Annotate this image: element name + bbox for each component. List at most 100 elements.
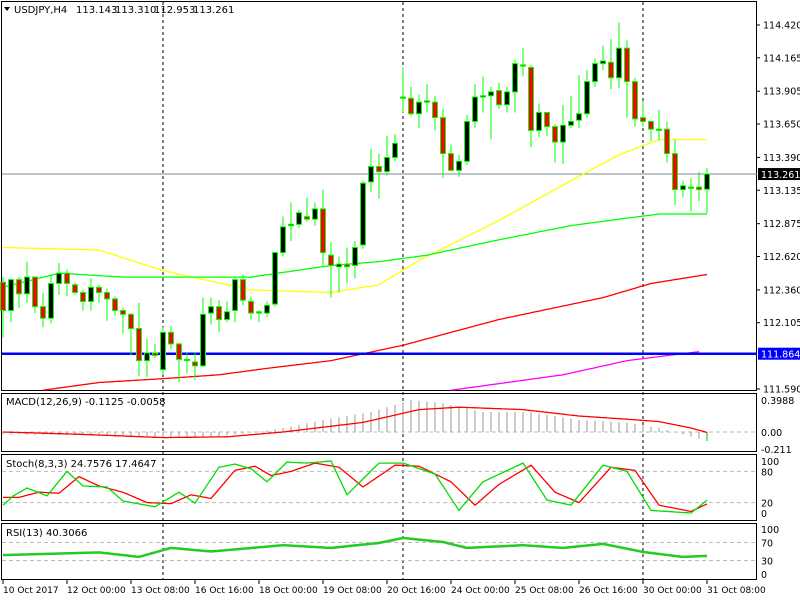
time-tick-label: 13 Oct 08:00 [131, 586, 190, 596]
stoch-tick-label: 0 [761, 509, 767, 520]
candle-body [384, 156, 390, 173]
candle-body [320, 208, 326, 254]
rsi-panel[interactable] [1, 523, 757, 580]
candle [272, 251, 278, 307]
candle-body [144, 352, 150, 362]
candle [296, 210, 302, 229]
candle [680, 180, 686, 198]
ma-magenta-line [450, 350, 700, 391]
time-tick-label: 18 Oct 00:00 [259, 586, 318, 596]
candle-body [296, 212, 302, 225]
ma-red-line [42, 273, 708, 391]
current-price-label: 113.261 [761, 170, 800, 181]
candle [112, 296, 118, 316]
macd-tick-label: -0.211 [761, 445, 792, 456]
candle-body [64, 272, 70, 284]
candle-body [456, 160, 462, 171]
candle [144, 338, 150, 378]
stoch-tick-label: 80 [761, 467, 773, 478]
macd-tick-label: 0.3988 [761, 396, 794, 407]
candle [176, 342, 182, 383]
candle [328, 242, 334, 298]
candle [40, 292, 46, 328]
current-price-label-bg [758, 168, 800, 181]
candle-body [408, 97, 414, 115]
candle-body [112, 298, 118, 311]
candle [600, 45, 606, 71]
candle [376, 153, 382, 199]
candle [264, 301, 270, 317]
macd-label: MACD(12,26,9) -0.1125 -0.0058 [6, 397, 166, 408]
candle-body [104, 291, 110, 300]
candle-body [672, 153, 678, 191]
candle-body [168, 331, 174, 345]
candle [360, 180, 366, 249]
candle [496, 82, 502, 109]
candle [216, 300, 222, 333]
candle-body [480, 95, 486, 98]
candle [128, 313, 134, 356]
candle-body [240, 279, 246, 301]
candle [584, 70, 590, 118]
candle [248, 296, 254, 320]
price-tick-label: 113.650 [763, 120, 800, 131]
candle-body [496, 90, 502, 106]
candle-body [536, 111, 542, 131]
candle [256, 310, 262, 323]
candle [304, 197, 310, 222]
candle [392, 134, 398, 162]
candle-body [472, 96, 478, 122]
candle [536, 103, 542, 137]
candle-body [600, 60, 606, 65]
candle [624, 40, 630, 118]
rsi-line [2, 536, 708, 559]
stoch-label: Stoch(8,3,3) 24.7576 17.4647 [6, 459, 157, 470]
candle [704, 167, 710, 214]
candle [320, 189, 326, 267]
candle [232, 277, 238, 323]
stoch-main-line [2, 460, 708, 514]
ma-yellow-line [3, 138, 707, 294]
price-tick-label: 112.875 [763, 219, 800, 230]
candle-body [400, 96, 406, 99]
macd-signal-line [2, 406, 708, 439]
candle-body [576, 113, 582, 121]
time-tick-label: 12 Oct 00:00 [67, 586, 126, 596]
stoch-signal-line [3, 462, 708, 513]
stoch-tick-label: 20 [761, 499, 773, 510]
candle-body [256, 311, 262, 314]
candle [72, 282, 78, 296]
stoch-panel[interactable] [1, 454, 757, 521]
candle-body [440, 117, 446, 155]
candle-body [656, 128, 662, 131]
candle [352, 241, 358, 279]
candle-body [280, 226, 286, 254]
time-tick-label: 16 Oct 16:00 [195, 586, 254, 596]
price-tick-label: 112.620 [763, 252, 800, 263]
candle-body [152, 352, 158, 357]
time-tick-label: 26 Oct 16:00 [579, 586, 638, 596]
candle-body [224, 311, 230, 320]
candle-body [48, 282, 54, 319]
price-tick-label: 113.135 [763, 186, 800, 197]
price-tick-label: 111.590 [763, 384, 800, 395]
candle [656, 109, 662, 141]
hline-price-label-bg [758, 347, 800, 360]
candle-body [128, 313, 134, 329]
candle-body [40, 306, 46, 319]
candle [64, 269, 70, 297]
candle [440, 108, 446, 179]
candle [672, 139, 678, 206]
rsi-tick-label: 70 [761, 539, 773, 550]
triangle-down-icon[interactable] [4, 7, 10, 11]
candle [240, 274, 246, 306]
candle-body [352, 246, 358, 266]
candle [104, 288, 110, 321]
candle-body [424, 100, 430, 103]
candle [664, 121, 670, 163]
price-tick-label: 113.905 [763, 87, 800, 98]
candle [32, 276, 38, 314]
candle [344, 247, 350, 284]
candle-body [200, 313, 206, 367]
